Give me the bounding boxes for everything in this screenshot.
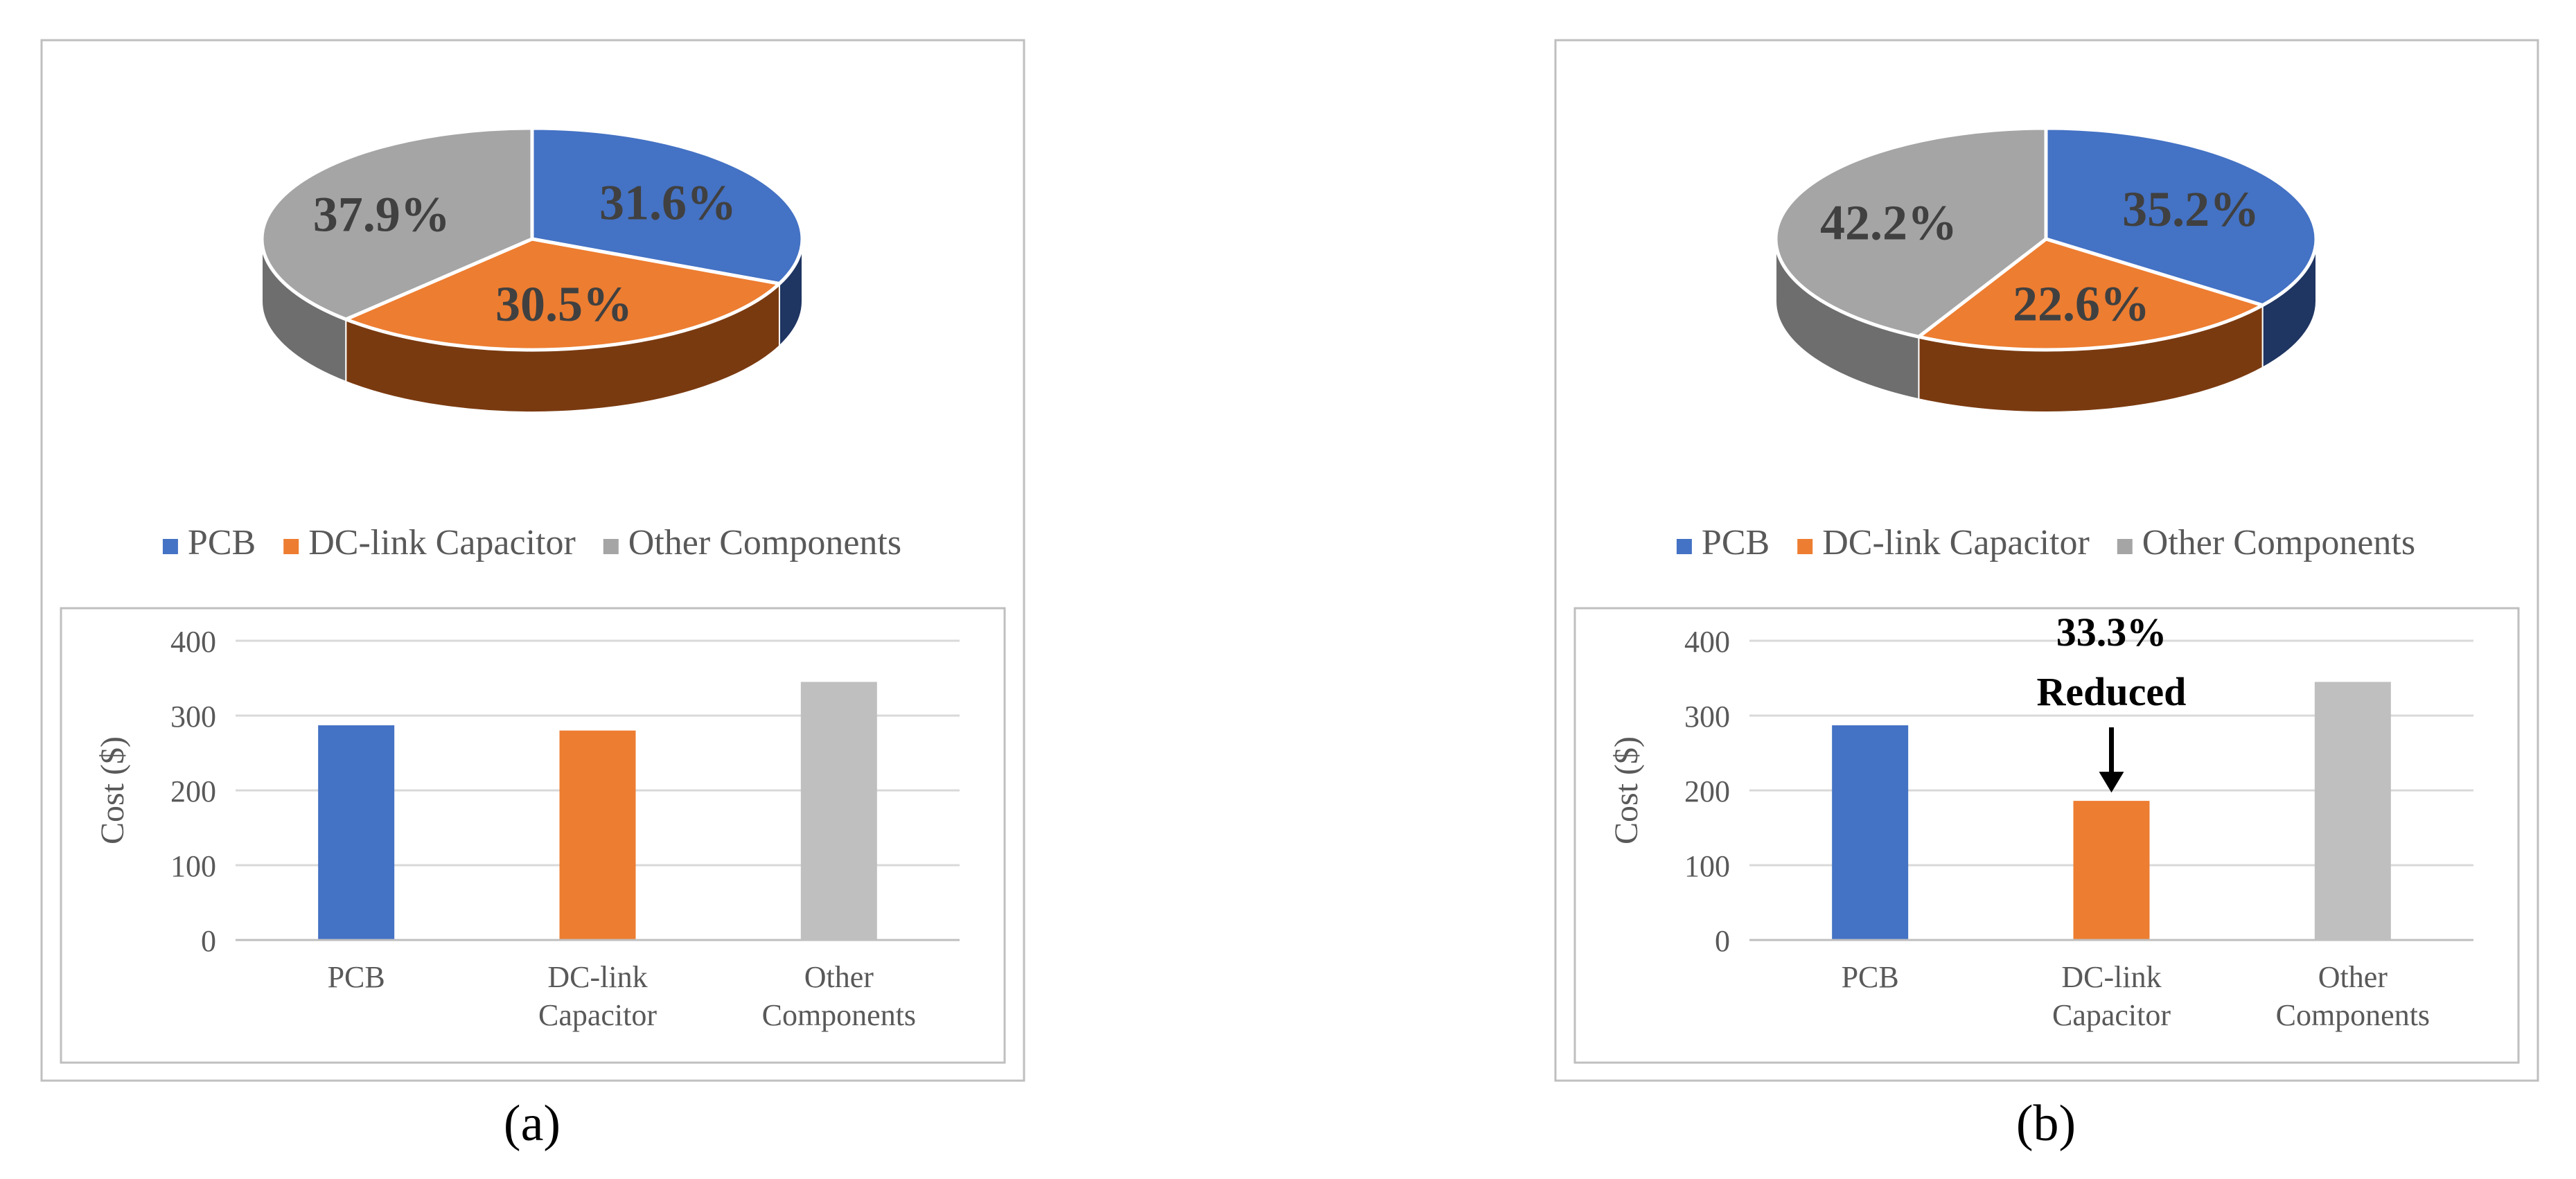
legend-b-swatch-other-components bbox=[2117, 539, 2133, 554]
bar-chart-a-frame bbox=[60, 607, 1006, 1064]
panel-a: 31.6% 30.5% 37.9% PCB DC-link Capacitor Othe… bbox=[40, 39, 1025, 1152]
legend-a-swatch-pcb bbox=[162, 539, 178, 554]
bar-a-xtick-dc-link-capacitor: DC-link bbox=[547, 960, 647, 994]
bar-b-annotation-line-1: 33.3% bbox=[2056, 610, 2167, 655]
bar-b-annotation-arrow-head bbox=[2099, 772, 2124, 793]
pie-b-slice-pcb bbox=[2044, 126, 2318, 308]
pie-chart-b: 35.2% 22.6% 42.2% bbox=[1774, 126, 2318, 413]
pie-a-slice-dc-link-capacitor bbox=[344, 237, 782, 352]
caption-a: (a) bbox=[504, 1095, 561, 1152]
legend-a-label-other-components: Other Components bbox=[628, 523, 901, 562]
bar-chart-b-frame bbox=[1573, 607, 2520, 1064]
bar-a-ytick-0: 0 bbox=[201, 924, 216, 958]
bar-a-ytick-200: 200 bbox=[170, 774, 216, 808]
bar-b-ytick-400: 400 bbox=[1684, 625, 1730, 659]
bar-a-ytick-100: 100 bbox=[170, 849, 216, 883]
legend-b-swatch-dc-link-capacitor bbox=[1797, 539, 1813, 554]
bar-b-xtick-other-components-line2: Components bbox=[2276, 998, 2430, 1032]
legend-a-label-pcb: PCB bbox=[188, 523, 256, 562]
legend-a-swatch-dc-link-capacitor bbox=[283, 539, 299, 554]
pie-b-label-dc-link-capacitor: 22.6% bbox=[2013, 276, 2150, 332]
bar-b-ytick-200: 200 bbox=[1684, 774, 1730, 808]
bar-b-ytick-300: 300 bbox=[1684, 700, 1730, 734]
bar-chart-b: 0 100 200 300 400 Cost ($) PCB DC-link Capacitor… bbox=[1608, 610, 2473, 1032]
pie-b-label-other-components: 42.2% bbox=[1820, 195, 1957, 251]
bar-a-xtick-other-components: Other bbox=[804, 960, 874, 994]
bar-b-xtick-pcb: PCB bbox=[1842, 960, 1899, 994]
pie-b-slice-dc-link-capacitor bbox=[1916, 237, 2265, 352]
bar-a-ylabel: Cost ($) bbox=[94, 736, 131, 844]
pie-b-slice-other-components bbox=[1774, 126, 2048, 339]
bar-chart-a: 0 100 200 300 400 Cost ($) PCB DC-link Capacitor… bbox=[94, 625, 960, 1032]
pie-b-label-pcb: 35.2% bbox=[2122, 181, 2259, 237]
bar-a-xtick-pcb: PCB bbox=[328, 960, 385, 994]
bar-a-ytick-400: 400 bbox=[170, 625, 216, 659]
bar-a-xtick-other-components-line2: Components bbox=[762, 998, 916, 1032]
pie-chart-a: 31.6% 30.5% 37.9% bbox=[260, 126, 804, 413]
panel-b-frame bbox=[1554, 39, 2539, 1082]
bar-b-annotation-line-2: Reduced bbox=[2037, 669, 2187, 714]
bar-a-ytick-300: 300 bbox=[170, 700, 216, 734]
legend-b: PCB DC-link Capacitor Other Components bbox=[1676, 523, 2415, 562]
pie-a-label-other-components: 37.9% bbox=[313, 186, 450, 242]
pie-a-label-dc-link-capacitor: 30.5% bbox=[495, 276, 633, 332]
legend-a: PCB DC-link Capacitor Other Components bbox=[162, 523, 901, 562]
panel-a-frame bbox=[40, 39, 1025, 1082]
panel-b: 35.2% 22.6% 42.2% PCB DC-link Capacitor Othe… bbox=[1554, 39, 2539, 1152]
bar-b-xtick-other-components: Other bbox=[2318, 960, 2388, 994]
bar-a-dc-link-capacitor bbox=[559, 730, 636, 939]
pie-a-slice-pcb bbox=[530, 126, 804, 285]
bar-a-xtick-dc-link-capacitor-line2: Capacitor bbox=[538, 998, 657, 1032]
bar-a-other-components bbox=[800, 682, 877, 939]
pie-a-slice-other-components bbox=[260, 126, 534, 321]
bar-b-ytick-0: 0 bbox=[1715, 924, 1730, 958]
bar-b-xtick-dc-link-capacitor-line2: Capacitor bbox=[2052, 998, 2171, 1032]
legend-b-label-pcb: PCB bbox=[1702, 523, 1770, 562]
bar-b-pcb bbox=[1832, 725, 1909, 939]
bar-b-xtick-dc-link-capacitor: DC-link bbox=[2061, 960, 2161, 994]
bar-b-ytick-100: 100 bbox=[1684, 849, 1730, 883]
bar-a-pcb bbox=[318, 725, 395, 939]
legend-b-swatch-pcb bbox=[1676, 539, 1692, 554]
legend-a-label-dc-link-capacitor: DC-link Capacitor bbox=[308, 523, 576, 562]
legend-b-label-dc-link-capacitor: DC-link Capacitor bbox=[1822, 523, 2090, 562]
legend-b-label-other-components: Other Components bbox=[2142, 523, 2415, 562]
caption-b: (b) bbox=[2016, 1095, 2076, 1152]
bar-b-ylabel: Cost ($) bbox=[1608, 736, 1645, 844]
bar-b-other-components bbox=[2314, 682, 2391, 939]
pie-a-label-pcb: 31.6% bbox=[599, 175, 736, 231]
bar-b-dc-link-capacitor bbox=[2073, 801, 2150, 939]
legend-a-swatch-other-components bbox=[603, 539, 619, 554]
